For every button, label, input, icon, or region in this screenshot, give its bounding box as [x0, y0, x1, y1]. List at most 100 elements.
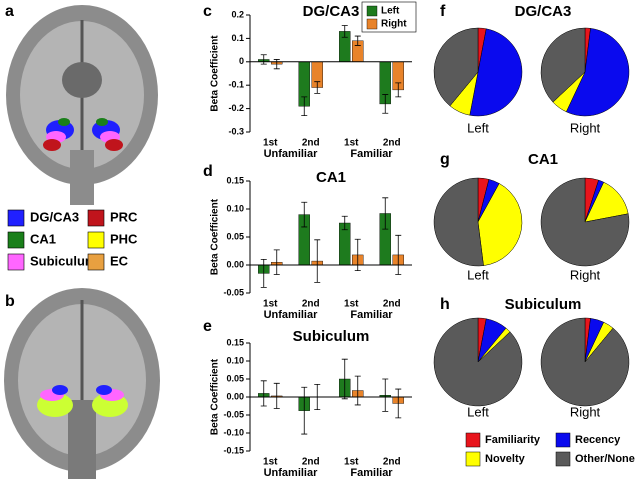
error-bar: [301, 201, 308, 228]
error-bar: [341, 215, 348, 231]
chart-title: CA1: [316, 169, 346, 186]
error-bar: [260, 380, 267, 407]
error-bar: [273, 249, 280, 275]
y-tick-label: -0.05: [223, 409, 244, 419]
error-bar: [382, 378, 389, 412]
y-tick-label: -0.15: [223, 445, 244, 455]
legend-label: Left: [381, 6, 400, 17]
chart-title: Subiculum: [293, 328, 370, 345]
pie-slice: [477, 183, 523, 266]
error-bar: [341, 25, 348, 38]
pie-slice: [565, 28, 630, 117]
error-bar: [395, 234, 402, 275]
legend-label: PRC: [110, 209, 138, 224]
error-bar: [301, 96, 308, 117]
chart-title: DG/CA3: [303, 3, 360, 20]
y-tick-label: -0.10: [223, 427, 244, 437]
error-bar: [273, 382, 280, 409]
x-tick-label: 1st: [344, 299, 359, 310]
group-label: Familiar: [350, 309, 393, 321]
y-tick-label: 0.05: [226, 231, 244, 241]
error-bar: [260, 259, 267, 288]
panel-letter: c: [203, 3, 212, 20]
chart-title: DG/CA3: [515, 3, 572, 20]
chart-title: CA1: [528, 151, 558, 168]
x-tick-label: 1st: [263, 457, 278, 468]
group-label: Unfamiliar: [264, 309, 319, 321]
x-tick-label: 2nd: [302, 138, 320, 149]
error-bar: [382, 94, 389, 114]
x-tick-label: 2nd: [383, 138, 401, 149]
panel-letter: a: [5, 3, 14, 20]
error-bar: [395, 388, 402, 419]
legend-label: Recency: [575, 434, 621, 446]
y-tick-label: -0.05: [223, 287, 244, 297]
y-tick-label: 0.1: [231, 33, 244, 43]
x-tick-label: 1st: [344, 138, 359, 149]
error-bar: [395, 82, 402, 98]
legend-swatch: [555, 432, 571, 448]
legend-swatch: [366, 18, 378, 30]
pie-label: Left: [467, 404, 489, 419]
legend-swatch: [366, 5, 378, 17]
error-bar: [301, 386, 308, 435]
pie-label: Right: [570, 120, 601, 135]
y-axis-label: Beta Coefficient: [210, 35, 221, 112]
legend-swatch: [555, 451, 571, 467]
panel-letter: g: [440, 151, 450, 168]
pie-slice: [540, 27, 586, 103]
group-label: Unfamiliar: [264, 148, 319, 160]
legend-swatch: [465, 432, 481, 448]
legend-swatch: [7, 253, 25, 271]
y-tick-label: 0.00: [226, 391, 244, 401]
legend-swatch: [87, 209, 105, 227]
x-tick-label: 1st: [263, 138, 278, 149]
pie-label: Right: [570, 404, 601, 419]
x-tick-label: 1st: [263, 299, 278, 310]
legend-label: Right: [381, 19, 407, 30]
x-tick-label: 2nd: [383, 457, 401, 468]
error-bar: [354, 35, 361, 46]
x-tick-label: 2nd: [383, 299, 401, 310]
y-tick-label: 0.15: [226, 337, 244, 347]
pie-slice: [433, 177, 484, 267]
panel-letter: h: [440, 296, 450, 313]
y-tick-label: 0.05: [226, 373, 244, 383]
x-tick-label: 2nd: [302, 457, 320, 468]
panel-letter: b: [5, 293, 15, 310]
x-tick-label: 1st: [344, 457, 359, 468]
y-tick-label: -0.2: [228, 103, 244, 113]
pie-label: Left: [467, 120, 489, 135]
group-label: Unfamiliar: [264, 467, 319, 479]
error-bar: [314, 81, 321, 94]
error-bar: [382, 197, 389, 230]
legend-label: Subiculum: [30, 253, 96, 268]
pie-slice: [540, 317, 630, 407]
legend-swatch: [7, 209, 25, 227]
y-axis-label: Beta Coefficient: [210, 358, 221, 435]
y-tick-label: -0.3: [228, 126, 244, 136]
panel-letter: d: [203, 163, 213, 180]
y-tick-label: 0.2: [231, 9, 244, 19]
mri-image: [4, 288, 160, 479]
error-bar: [354, 375, 361, 406]
pie-label: Left: [467, 267, 489, 282]
y-tick-label: -0.1: [228, 80, 244, 90]
legend-swatch: [87, 253, 105, 271]
legend-swatch: [87, 231, 105, 249]
mri-image: [0, 0, 160, 205]
legend-swatch: [465, 451, 481, 467]
legend-label: Other/None: [575, 453, 635, 465]
error-bar: [341, 358, 348, 400]
y-tick-label: 0: [239, 56, 244, 66]
y-tick-label: 0.00: [226, 259, 244, 269]
error-bar: [314, 239, 321, 283]
error-bar: [260, 54, 267, 65]
group-label: Familiar: [350, 148, 393, 160]
pie-label: Right: [570, 267, 601, 282]
legend-label: Familiarity: [485, 434, 541, 446]
y-tick-label: 0.15: [226, 175, 244, 185]
chart-title: Subiculum: [505, 296, 582, 313]
legend-label: PHC: [110, 231, 138, 246]
